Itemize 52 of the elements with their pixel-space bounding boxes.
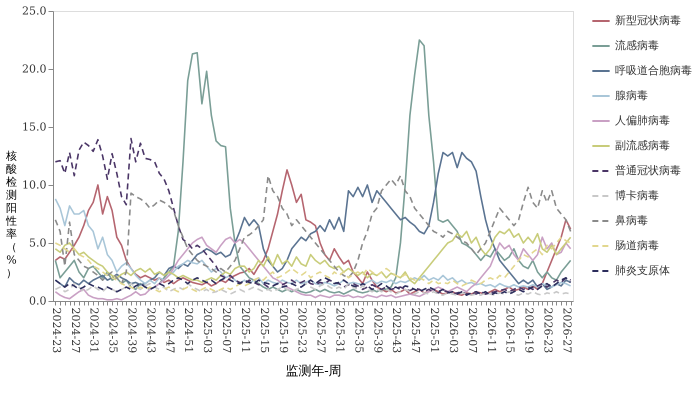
x-tick-label: 2026-03 bbox=[446, 308, 460, 354]
x-axis-title: 监测年-周 bbox=[285, 364, 342, 380]
x-tick-label: 2025-03 bbox=[201, 308, 214, 354]
x-tick-label: 2024-51 bbox=[182, 308, 196, 354]
legend-label: 腺病毒 bbox=[615, 89, 648, 102]
y-tick-label: 10.0 bbox=[22, 178, 46, 192]
x-tick-label: 2025-43 bbox=[390, 308, 404, 354]
x-tick-label: 2025-07 bbox=[220, 308, 234, 354]
y-tick-label: 25.0 bbox=[22, 4, 46, 18]
x-tick-label: 2025-47 bbox=[409, 308, 422, 354]
y-tick-label: 0.0 bbox=[29, 294, 46, 308]
y-tick-label: 15.0 bbox=[22, 120, 46, 134]
line-series bbox=[54, 282, 572, 296]
y-tick-label: 20.0 bbox=[22, 62, 46, 76]
x-tick-label: 2026-07 bbox=[466, 308, 479, 354]
x-tick-label: 2024-31 bbox=[88, 308, 101, 354]
x-tick-label: 2025-27 bbox=[314, 308, 328, 354]
legend-label: 人偏肺病毒 bbox=[615, 114, 670, 127]
legend-label: 普通冠状病毒 bbox=[615, 164, 681, 177]
legend-label: 鼻病毒 bbox=[615, 214, 648, 227]
legend-label: 肺炎支原体 bbox=[615, 264, 670, 277]
x-tick-label: 2024-35 bbox=[106, 308, 120, 354]
y-tick-label: 5.0 bbox=[29, 236, 46, 250]
legend-label: 博卡病毒 bbox=[615, 189, 659, 202]
x-tick-label: 2026-11 bbox=[484, 308, 498, 354]
x-tick-label: 2025-51 bbox=[428, 308, 442, 354]
x-tick-label: 2024-23 bbox=[50, 308, 63, 354]
legend-label: 副流感病毒 bbox=[615, 139, 670, 152]
line-series bbox=[54, 228, 572, 284]
x-tick-label: 2026-19 bbox=[522, 308, 536, 354]
x-tick-label: 2025-23 bbox=[296, 308, 309, 354]
x-tick-label: 2025-39 bbox=[371, 308, 384, 354]
x-tick-label: 2025-31 bbox=[334, 308, 346, 354]
legend-label: 流感病毒 bbox=[615, 39, 659, 52]
x-tick-label: 2025-35 bbox=[352, 308, 366, 354]
x-tick-label: 2024-27 bbox=[68, 308, 82, 354]
x-tick-label: 2025-11 bbox=[238, 308, 252, 354]
x-tick-label: 2026-23 bbox=[542, 308, 554, 354]
legend-label: 新型冠状病毒 bbox=[615, 14, 681, 27]
x-tick-label: 2026-27 bbox=[560, 308, 574, 354]
legend-label: 呼吸道合胞病毒 bbox=[615, 64, 692, 77]
legend-label: 肠道病毒 bbox=[615, 239, 659, 252]
x-tick-label: 2024-47 bbox=[163, 308, 176, 354]
line-series bbox=[54, 198, 572, 288]
text: 核酸检测阳性率（%） bbox=[6, 150, 17, 280]
x-tick-label: 2024-43 bbox=[144, 308, 158, 354]
line-series bbox=[54, 39, 572, 295]
x-tick-label: 2026-15 bbox=[504, 308, 517, 354]
line-series bbox=[54, 277, 572, 296]
x-tick-label: 2025-19 bbox=[276, 308, 290, 354]
x-tick-label: 2024-39 bbox=[126, 308, 138, 354]
x-tick-label: 2025-15 bbox=[258, 308, 271, 354]
